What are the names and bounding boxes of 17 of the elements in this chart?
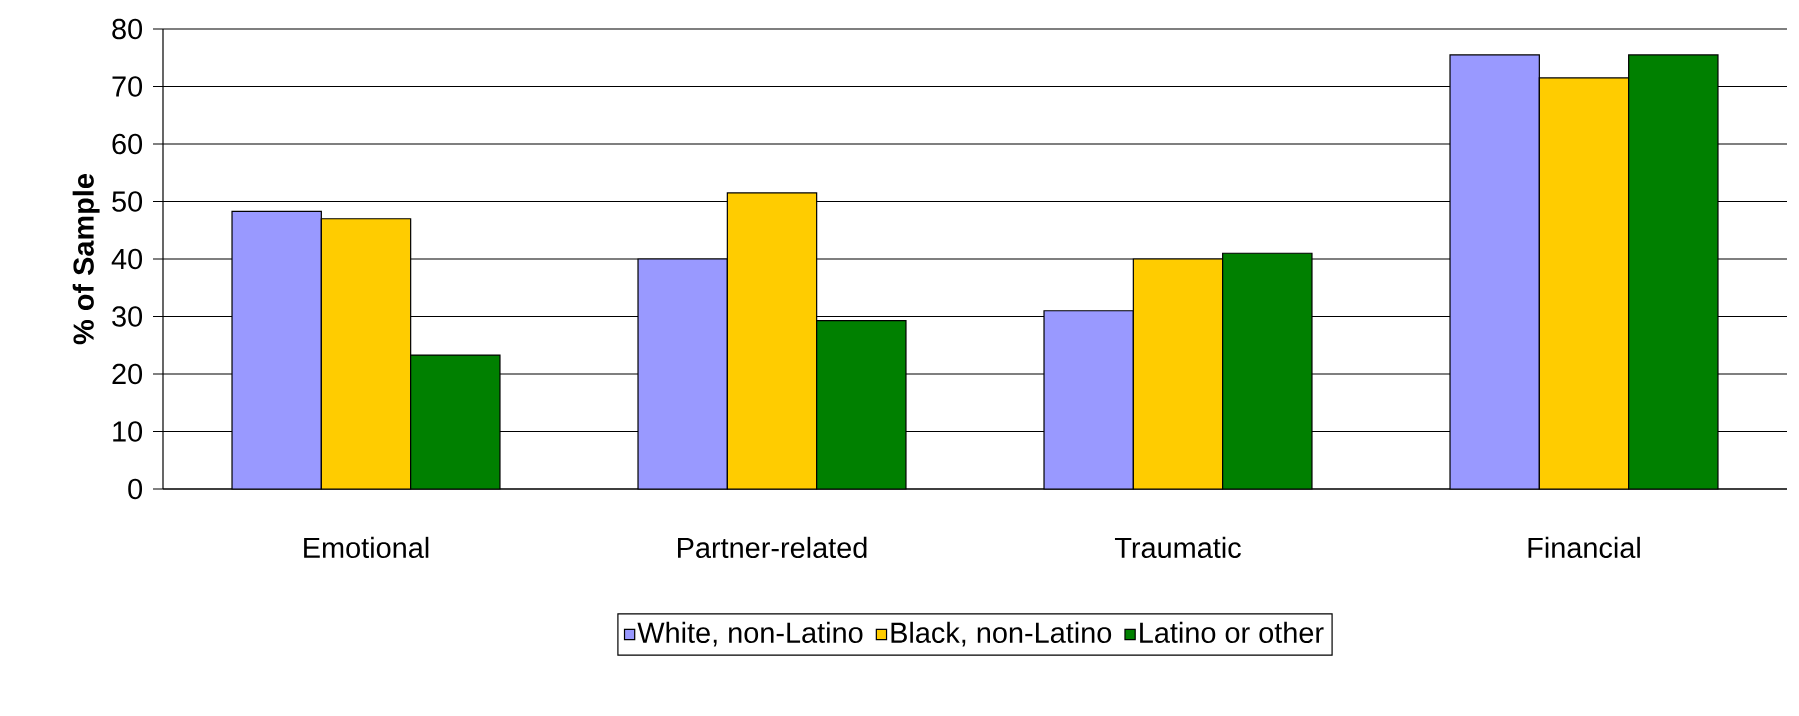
y-tick-label: 10 — [113, 421, 143, 442]
x-tick-label: Financial — [1528, 536, 1640, 559]
y-tick-label: 0 — [128, 478, 143, 500]
y-tick-label: 70 — [112, 76, 143, 97]
y-tick-label: 40 — [111, 248, 143, 270]
y-tick-label: 30 — [112, 306, 143, 327]
y-tick-label: 80 — [112, 18, 143, 40]
legend-label: Latino or other — [1140, 621, 1324, 644]
y-tick-label: 50 — [112, 191, 143, 212]
legend-label: White, non-Latino — [637, 621, 863, 647]
y-tick-label: 20 — [112, 363, 143, 385]
x-tick-label: Partner-related — [678, 536, 867, 559]
y-axis-title: % of Sample — [72, 174, 100, 345]
legend-label: Black, non-Latino — [891, 621, 1112, 647]
x-tick-label: Emotional — [304, 536, 429, 559]
x-tick-label: Traumatic — [1114, 536, 1241, 559]
y-tick-label: 60 — [112, 133, 143, 155]
